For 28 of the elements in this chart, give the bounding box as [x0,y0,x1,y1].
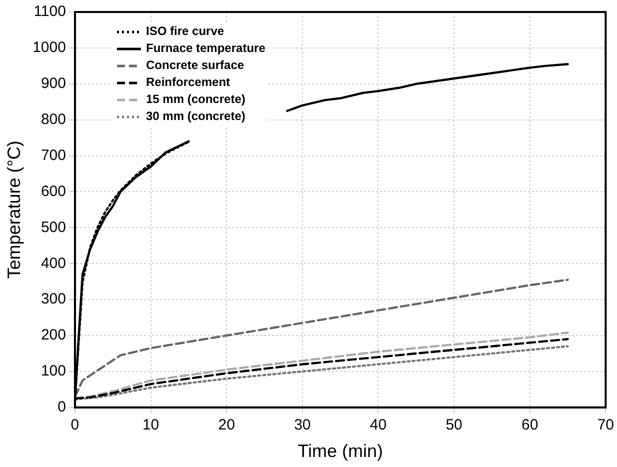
y-tick-label: 900 [40,75,66,92]
legend-label: Concrete surface [146,57,244,74]
legend-label: 15 mm (concrete) [146,91,246,108]
x-tick-label: 40 [370,416,387,434]
y-axis-title: Temperature (°C) [4,140,24,279]
x-tick-label: 70 [597,416,614,434]
y-tick-label: 300 [40,290,66,308]
y-tick-label: 700 [40,146,66,164]
x-tick-label: 10 [142,416,160,434]
legend-label: Furnace temperature [146,40,266,57]
y-tick-label: 1100 [34,3,66,20]
y-tick-label: 600 [40,182,66,200]
legend-label: Reinforcement [146,74,230,91]
x-axis-title: Time (min) [298,441,383,462]
x-tick-label: 60 [522,416,538,434]
legend-label: ISO fire curve [146,23,224,40]
legend-label: 30 mm (concrete) [146,108,246,125]
x-tick-label: 30 [294,416,311,434]
y-tick-label: 400 [40,254,66,272]
y-tick-label: 800 [40,110,66,128]
x-tick-label: 0 [70,416,80,434]
x-tick-label: 20 [218,416,235,434]
y-tick-label: 1000 [32,39,66,56]
y-tick-label: 200 [40,326,66,344]
y-tick-label: 100 [40,362,66,380]
x-tick-label: 50 [446,416,462,434]
y-tick-label: 0 [58,398,66,416]
y-tick-label: 500 [40,218,66,236]
